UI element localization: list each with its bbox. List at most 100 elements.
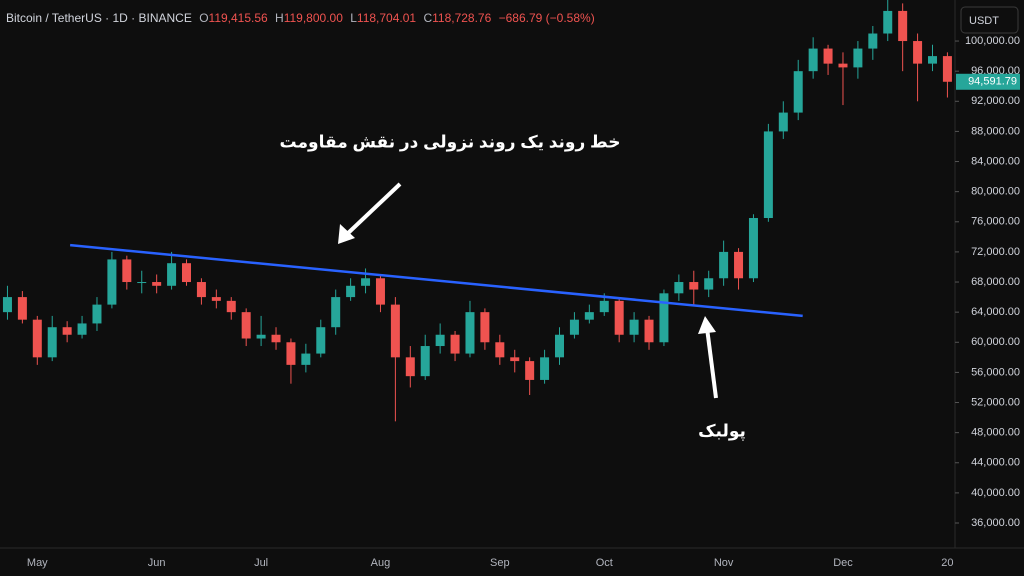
candle-body (704, 278, 714, 290)
candle-body (196, 282, 206, 298)
x-tick-label: Sep (490, 557, 510, 569)
candle-body (405, 357, 415, 377)
candle-body (868, 33, 878, 49)
candle-body (510, 357, 520, 362)
candle-body (659, 293, 669, 343)
ohlc-value: 118,704.01 (357, 11, 416, 25)
candle-body (390, 304, 400, 358)
ohlc-key: L (350, 11, 357, 25)
currency-button[interactable] (960, 6, 1019, 34)
arrow (705, 327, 718, 399)
candle-body (32, 319, 42, 358)
trendline (70, 243, 803, 318)
x-tick-label: Jun (148, 557, 166, 569)
x-tick-label: May (27, 557, 48, 569)
candle-body (465, 312, 475, 354)
candle-body (17, 297, 27, 320)
candle-body (77, 323, 87, 335)
candle-body (898, 10, 908, 42)
annotation-text: پولبک (698, 421, 746, 441)
x-tick-label: Nov (714, 557, 734, 569)
candle-body (2, 297, 12, 313)
candle-body (793, 71, 803, 113)
candle-body (644, 319, 654, 343)
candle-body (599, 300, 609, 313)
last-price-box (956, 73, 1020, 90)
candle-body (137, 282, 147, 284)
candle-body (763, 131, 773, 219)
candle-body (122, 259, 132, 283)
candle-body (316, 327, 326, 354)
ohlc-key: H (275, 11, 284, 25)
candle-body (823, 48, 833, 64)
candle-body (182, 263, 191, 283)
candle-body (525, 361, 535, 380)
candle-body (420, 346, 430, 377)
candle-body (331, 297, 341, 328)
arrow (343, 182, 402, 238)
x-tick-label: Dec (833, 557, 853, 569)
candle-body (495, 342, 505, 358)
symbol: Bitcoin / TetherUS · 1D · BINANCE (6, 11, 192, 25)
y-tick-label: 60,000.00 (971, 336, 1020, 348)
arrow-head (338, 224, 355, 244)
candle-body (301, 353, 311, 365)
y-tick-label: 76,000.00 (971, 216, 1020, 228)
candle-body (256, 334, 266, 339)
x-tick-label: Jul (254, 557, 268, 569)
currency[interactable]: USDT (969, 15, 999, 27)
candle-body (689, 282, 699, 290)
plot-area (2, 0, 952, 422)
y-tick-label: 56,000.00 (971, 366, 1020, 378)
candle-body (540, 357, 550, 380)
candle-body (152, 282, 162, 286)
candle-body (584, 312, 594, 320)
candle-body (928, 56, 937, 64)
candle-body (241, 312, 251, 339)
candle-body (286, 342, 296, 365)
x-tick-label: Oct (596, 557, 613, 569)
ohlc-value: 119,415.56 (209, 11, 268, 25)
candle-body (346, 285, 356, 298)
y-tick-label: 84,000.00 (971, 155, 1020, 167)
x-tick-label: Aug (371, 557, 391, 569)
candle-body (361, 278, 371, 286)
candle-body (480, 312, 490, 343)
y-tick-label: 100,000.00 (965, 35, 1020, 47)
candle-body (674, 282, 684, 294)
candle-body (211, 297, 221, 301)
candle-body (808, 48, 818, 72)
ohlc-value: 119,800.00 (284, 11, 343, 25)
change: −686.79 (−0.58%) (499, 11, 595, 25)
y-tick-label: 68,000.00 (971, 276, 1020, 288)
candle-body (913, 41, 923, 64)
candle-body (271, 334, 281, 343)
candle-body (435, 334, 445, 347)
x-tick-label: 20 (941, 557, 953, 569)
arrow-head (698, 316, 716, 334)
candle-body (107, 259, 117, 305)
y-tick-label: 40,000.00 (971, 487, 1020, 499)
y-tick-label: 52,000.00 (971, 396, 1020, 408)
candle-body (629, 319, 639, 335)
candle-body (883, 10, 893, 34)
candle-body (375, 278, 385, 305)
y-tick-label: 72,000.00 (971, 246, 1020, 258)
y-tick-label: 48,000.00 (971, 427, 1020, 439)
y-tick-label: 80,000.00 (971, 186, 1020, 198)
candle-body (748, 218, 758, 279)
candle-body (47, 327, 57, 358)
candle-body (942, 56, 952, 82)
y-tick-label: 36,000.00 (971, 517, 1020, 529)
candle-body (569, 319, 579, 335)
annotation-text: خط روند یک روند نزولی در نقش مقاومت (280, 132, 621, 152)
candle-body (92, 304, 102, 324)
candle-body (226, 300, 236, 313)
candle-body (719, 251, 729, 279)
candle-body (167, 263, 177, 286)
y-tick-label: 92,000.00 (971, 95, 1020, 107)
y-tick-label: 44,000.00 (971, 457, 1020, 469)
candle-body (734, 251, 744, 279)
